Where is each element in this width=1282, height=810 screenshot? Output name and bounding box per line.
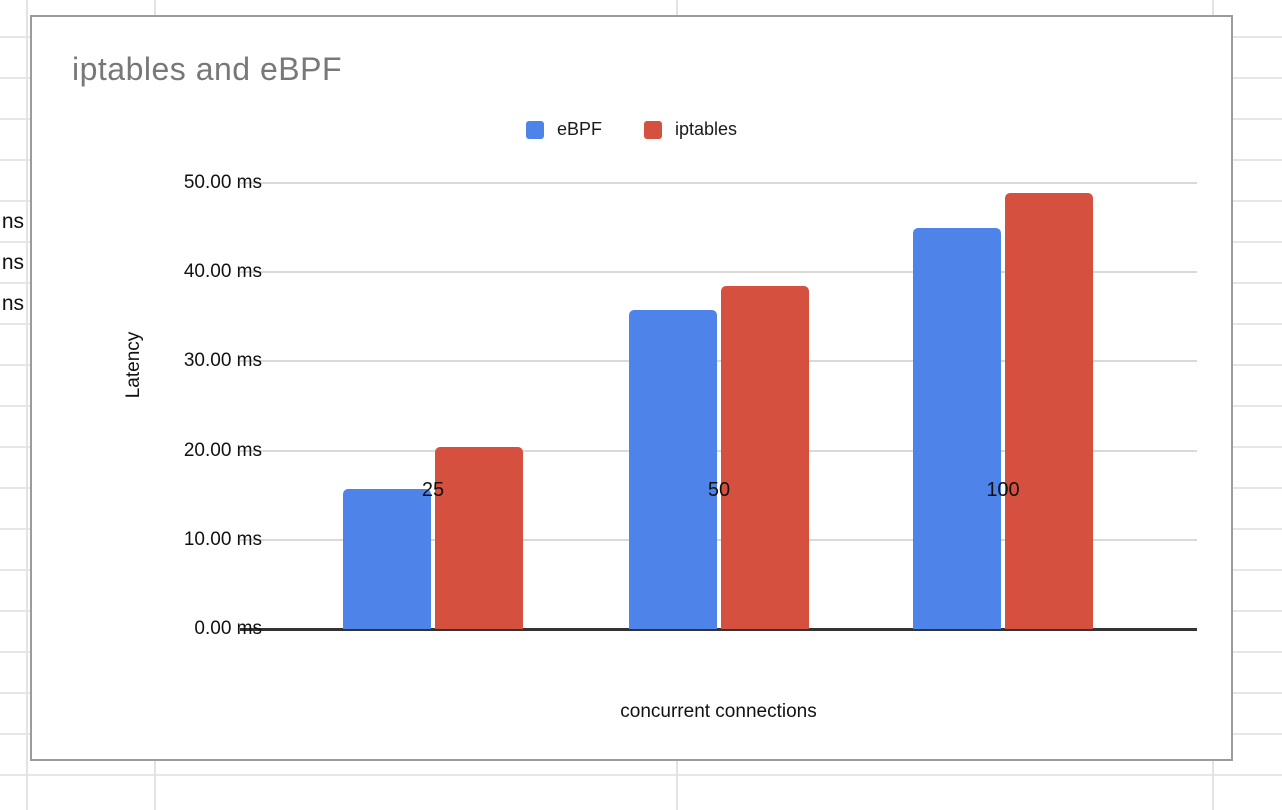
bar-ebpf-100[interactable] [913,228,1001,629]
spreadsheet-cell-clipped-text[interactable]: ns [1,210,24,233]
y-gridline [240,182,1197,184]
y-tick-label: 10.00 ms [183,528,262,550]
bar-ebpf-50[interactable] [629,309,717,629]
x-tick-label: 100 [986,479,1020,501]
plot-area [240,182,1197,631]
legend-swatch-ebpf [525,120,544,139]
legend-swatch-iptables [643,120,662,139]
x-tick-label: 25 [421,479,445,501]
spreadsheet-cell-clipped-text[interactable]: ns [1,292,24,315]
legend-label-ebpf: eBPF [556,119,602,139]
x-axis-baseline [240,628,1197,631]
legend-item-ebpf[interactable]: eBPF [525,119,602,140]
bar-iptables-100[interactable] [1005,192,1093,629]
y-gridline [240,538,1197,541]
y-gridline [240,449,1197,452]
legend-item-iptables[interactable]: iptables [643,119,738,140]
y-tick-label: 20.00 ms [183,439,262,461]
bar-ebpf-25[interactable] [343,488,431,629]
bar-iptables-25[interactable] [435,447,523,629]
y-tick-label: 40.00 ms [183,261,262,283]
chart-title: iptables and eBPF [72,51,342,87]
bar-iptables-50[interactable] [721,286,809,629]
chart-legend: eBPF iptables [32,119,1231,140]
y-tick-label: 50.00 ms [183,172,262,193]
x-tick-label: 50 [707,479,731,501]
legend-label-iptables: iptables [674,119,738,139]
x-axis-title: concurrent connections [620,701,817,722]
y-tick-label: 30.00 ms [183,350,262,372]
y-gridline [240,360,1197,363]
y-gridline [240,271,1197,274]
spreadsheet-cell-clipped-text[interactable]: ns [1,251,24,274]
embedded-chart-panel[interactable]: iptables and eBPF eBPF iptables Latency … [30,15,1233,761]
y-tick-label: 0.00 ms [194,618,262,639]
